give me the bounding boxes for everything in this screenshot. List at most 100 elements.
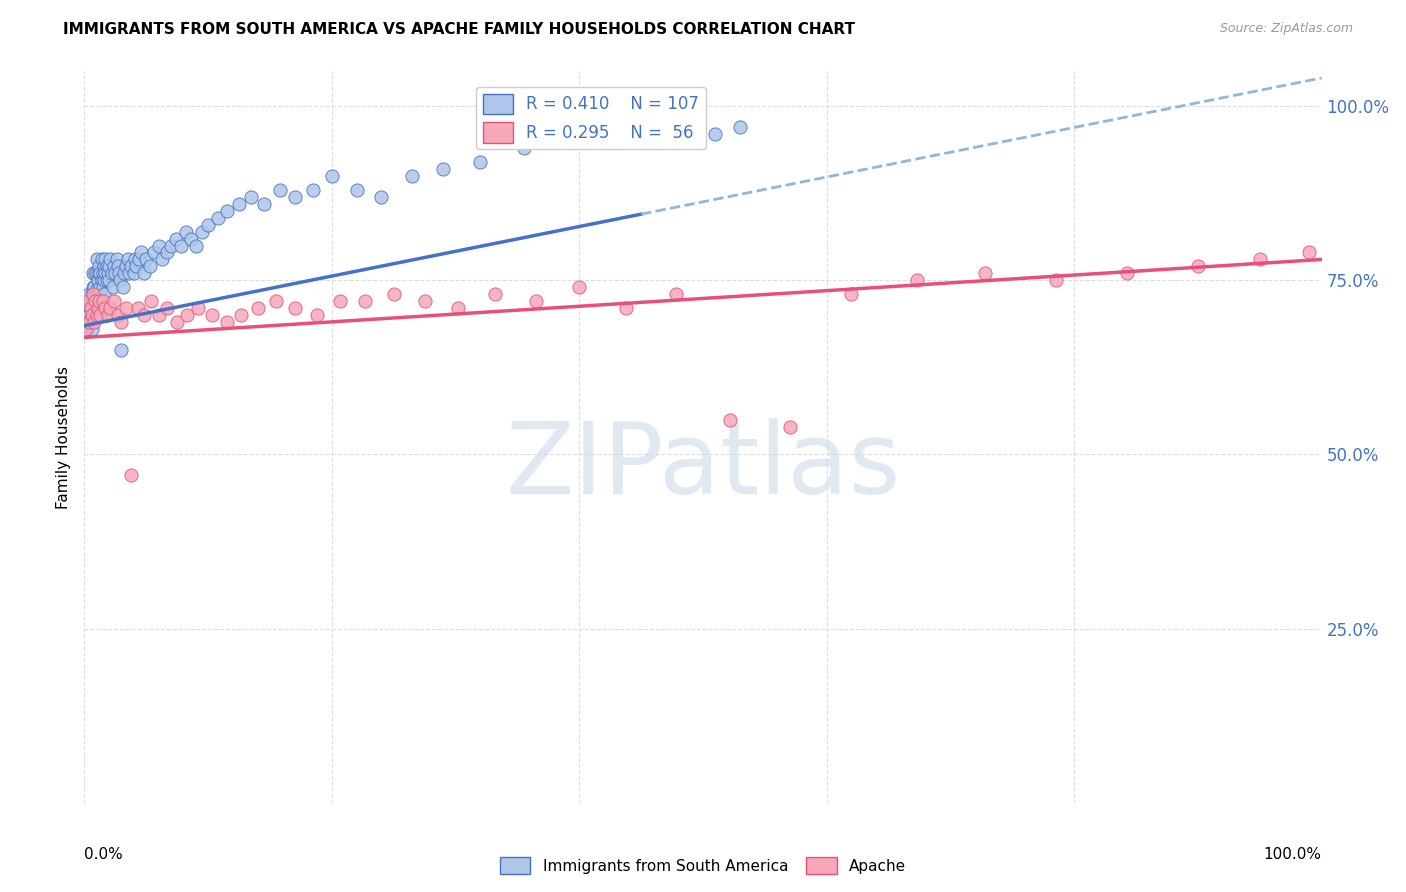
Text: ZIPatlas: ZIPatlas xyxy=(505,417,901,515)
Point xyxy=(107,260,129,274)
Point xyxy=(77,294,100,309)
Point xyxy=(89,266,111,280)
Point xyxy=(1045,273,1067,287)
Point xyxy=(401,169,423,183)
Point xyxy=(139,260,162,274)
Legend: R = 0.410    N = 107, R = 0.295    N =  56: R = 0.410 N = 107, R = 0.295 N = 56 xyxy=(477,87,706,149)
Point xyxy=(89,260,111,274)
Point xyxy=(87,273,110,287)
Point xyxy=(93,260,115,274)
Point xyxy=(75,322,97,336)
Point xyxy=(80,308,103,322)
Point xyxy=(215,315,238,329)
Point xyxy=(82,294,104,309)
Point xyxy=(79,315,101,329)
Point xyxy=(115,260,138,274)
Point xyxy=(96,260,118,274)
Point xyxy=(80,322,103,336)
Point xyxy=(655,106,678,120)
Point xyxy=(89,294,111,309)
Point xyxy=(165,231,187,245)
Point xyxy=(1298,245,1320,260)
Point xyxy=(191,225,214,239)
Point xyxy=(568,280,591,294)
Point xyxy=(679,113,702,128)
Point xyxy=(79,311,101,326)
Point xyxy=(905,273,928,287)
Point xyxy=(665,287,688,301)
Point xyxy=(135,252,157,267)
Point xyxy=(86,301,108,316)
Point xyxy=(555,134,578,148)
Point xyxy=(93,273,115,287)
Point xyxy=(75,322,97,336)
Point xyxy=(264,294,287,309)
Point xyxy=(231,308,253,322)
Point xyxy=(79,301,101,316)
Point xyxy=(87,294,110,309)
Point xyxy=(104,266,127,280)
Point xyxy=(160,238,183,252)
Point xyxy=(91,266,114,280)
Point xyxy=(76,308,98,322)
Point xyxy=(93,287,115,301)
Point xyxy=(79,287,101,301)
Point xyxy=(98,301,121,316)
Point xyxy=(83,308,105,322)
Point xyxy=(184,238,207,252)
Point xyxy=(110,343,132,357)
Point xyxy=(77,298,100,312)
Point xyxy=(110,273,132,287)
Point xyxy=(77,318,100,333)
Point xyxy=(1116,266,1139,280)
Point xyxy=(96,273,118,287)
Point xyxy=(105,252,128,267)
Point xyxy=(86,308,108,322)
Point xyxy=(329,294,352,309)
Point xyxy=(84,287,107,301)
Point xyxy=(79,294,101,309)
Point xyxy=(125,260,148,274)
Point xyxy=(84,294,107,309)
Point xyxy=(630,120,652,134)
Point xyxy=(180,231,202,245)
Point xyxy=(841,287,863,301)
Point xyxy=(82,287,104,301)
Point xyxy=(284,190,307,204)
Point xyxy=(89,308,111,322)
Point xyxy=(346,183,368,197)
Point xyxy=(107,308,129,322)
Point xyxy=(432,161,454,176)
Point xyxy=(115,301,138,316)
Point xyxy=(197,218,219,232)
Point xyxy=(97,266,120,280)
Text: Source: ZipAtlas.com: Source: ZipAtlas.com xyxy=(1219,22,1353,36)
Point xyxy=(94,252,117,267)
Point xyxy=(302,183,325,197)
Point xyxy=(1249,252,1271,267)
Point xyxy=(128,252,150,267)
Text: 100.0%: 100.0% xyxy=(1264,847,1322,862)
Point xyxy=(132,308,155,322)
Point xyxy=(253,196,276,211)
Point xyxy=(1187,260,1209,274)
Point xyxy=(779,419,801,434)
Point xyxy=(98,273,121,287)
Point xyxy=(111,280,134,294)
Point xyxy=(187,301,209,316)
Point xyxy=(79,308,101,322)
Point xyxy=(166,315,188,329)
Point xyxy=(87,280,110,294)
Point xyxy=(484,287,506,301)
Point xyxy=(321,169,343,183)
Point xyxy=(176,308,198,322)
Text: IMMIGRANTS FROM SOUTH AMERICA VS APACHE FAMILY HOUSEHOLDS CORRELATION CHART: IMMIGRANTS FROM SOUTH AMERICA VS APACHE … xyxy=(63,22,855,37)
Point xyxy=(80,287,103,301)
Y-axis label: Family Households: Family Households xyxy=(56,366,72,508)
Point xyxy=(718,412,741,426)
Point xyxy=(89,266,111,280)
Point xyxy=(120,468,142,483)
Point xyxy=(80,301,103,316)
Point xyxy=(413,294,436,309)
Point xyxy=(122,266,145,280)
